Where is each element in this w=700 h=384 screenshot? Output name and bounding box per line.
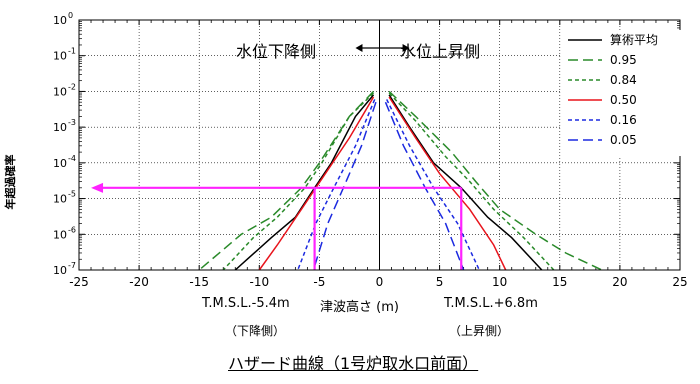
- annotation-rising-side: 水位上昇側: [400, 42, 481, 61]
- side-label-right: （上昇側）: [449, 324, 510, 338]
- x-tick-label: 15: [552, 275, 567, 289]
- legend-label-算術平均: 算術平均: [610, 32, 658, 47]
- series-line-算術平均-left: [234, 94, 375, 271]
- legend-label-0.84: 0.84: [610, 73, 637, 87]
- legend-label-0.16: 0.16: [610, 113, 637, 127]
- reference-arrow-head: [91, 182, 104, 193]
- y-tick-label: 10: [53, 264, 67, 277]
- y-tick-exponent: -3: [68, 118, 76, 127]
- y-tick-exponent: -6: [68, 225, 76, 234]
- y-tick-label: 10: [53, 193, 67, 206]
- y-tick-label: 10: [53, 228, 67, 241]
- series-line-0.84-left: [222, 92, 375, 271]
- x-tick-label: 5: [436, 275, 444, 289]
- y-tick-label: 10: [53, 157, 67, 170]
- x-tick-labels: -25 -20 -15 -10 -5 0 5 10 15 20 25: [69, 275, 687, 289]
- x-tick-label: 20: [612, 275, 627, 289]
- x-axis-label: 津波高さ (m): [320, 300, 399, 315]
- x-tick-label: -5: [313, 275, 325, 289]
- y-axis-label: 年超過確率: [4, 154, 17, 210]
- reference-lines: [91, 44, 463, 270]
- x-tick-label: -25: [69, 275, 89, 289]
- series-line-0.95-right: [388, 90, 603, 271]
- series-line-0.16-left: [297, 99, 376, 271]
- y-tick-label: 10: [53, 85, 67, 98]
- direction-arrow-head-left: [355, 44, 363, 52]
- y-tick-label: 10: [53, 121, 67, 134]
- annotation-lowering-side: 水位下降側: [236, 42, 317, 61]
- x-tick-label: 0: [376, 275, 384, 289]
- x-tick-label: -15: [189, 275, 209, 289]
- chart-title: ハザード曲線（1号炉取水口前面）: [228, 354, 479, 373]
- x-tick-label: 10: [492, 275, 507, 289]
- series-line-0.84-right: [388, 92, 555, 271]
- limit-label-right: T.M.S.L.+6.8m: [444, 296, 538, 311]
- legend: 算術平均 0.95 0.84 0.50 0.16 0.05: [561, 30, 686, 156]
- y-tick-exponent: -2: [68, 82, 76, 91]
- y-tick-exponent: -4: [68, 154, 76, 163]
- grid: [79, 20, 680, 270]
- side-label-left: （下降側）: [225, 324, 286, 338]
- legend-label-0.95: 0.95: [610, 53, 637, 67]
- legend-label-0.05: 0.05: [610, 133, 637, 147]
- y-tick-exponent: 0: [68, 11, 73, 20]
- direction-arrow-head-right: [402, 44, 410, 52]
- legend-box: [561, 30, 686, 156]
- x-tick-label: -10: [249, 275, 269, 289]
- y-tick-label: 10: [53, 50, 67, 63]
- series-line-0.50-right: [388, 96, 507, 271]
- y-tick-exponent: -1: [68, 47, 76, 56]
- y-tick-exponent: -7: [68, 261, 76, 270]
- series-line-0.50-left: [258, 96, 375, 271]
- legend-label-0.50: 0.50: [610, 93, 637, 107]
- y-tick-exponent: -5: [68, 190, 76, 199]
- x-tick-label: -20: [129, 275, 149, 289]
- y-tick-label: 10: [53, 14, 67, 27]
- x-tick-label: 25: [672, 275, 687, 289]
- limit-label-left: T.M.S.L.-5.4m: [202, 296, 290, 311]
